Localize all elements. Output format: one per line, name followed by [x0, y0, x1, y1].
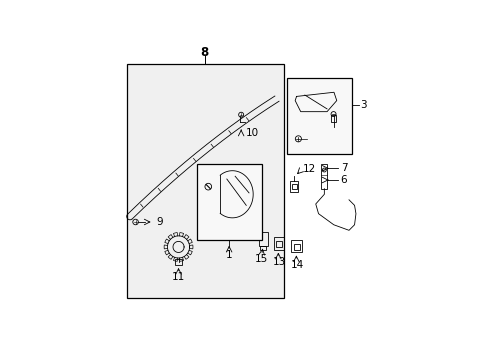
Bar	[127, 64, 284, 298]
Text: 4: 4	[318, 134, 325, 144]
Text: 9: 9	[156, 217, 163, 227]
Bar	[291, 184, 296, 189]
Text: 14: 14	[290, 260, 303, 270]
Bar	[321, 164, 327, 189]
Bar	[286, 78, 351, 154]
Text: 1: 1	[225, 250, 232, 260]
Bar	[196, 164, 261, 240]
Text: 11: 11	[172, 271, 185, 282]
Bar	[331, 115, 335, 122]
Bar	[293, 244, 299, 250]
Bar	[274, 237, 284, 250]
Text: 8: 8	[201, 46, 208, 59]
Text: 2: 2	[207, 228, 214, 238]
Text: 12: 12	[302, 164, 315, 174]
Text: 13: 13	[272, 257, 285, 267]
Bar	[258, 232, 267, 246]
Bar	[275, 242, 282, 247]
Bar	[291, 240, 301, 252]
Text: 5: 5	[338, 126, 345, 136]
Text: 10: 10	[245, 128, 258, 138]
Bar	[260, 246, 265, 250]
Text: 3: 3	[359, 99, 366, 109]
Text: 6: 6	[340, 175, 346, 185]
Bar	[175, 260, 182, 265]
Text: 15: 15	[255, 255, 268, 264]
Text: 7: 7	[340, 163, 346, 173]
Bar	[290, 181, 297, 192]
